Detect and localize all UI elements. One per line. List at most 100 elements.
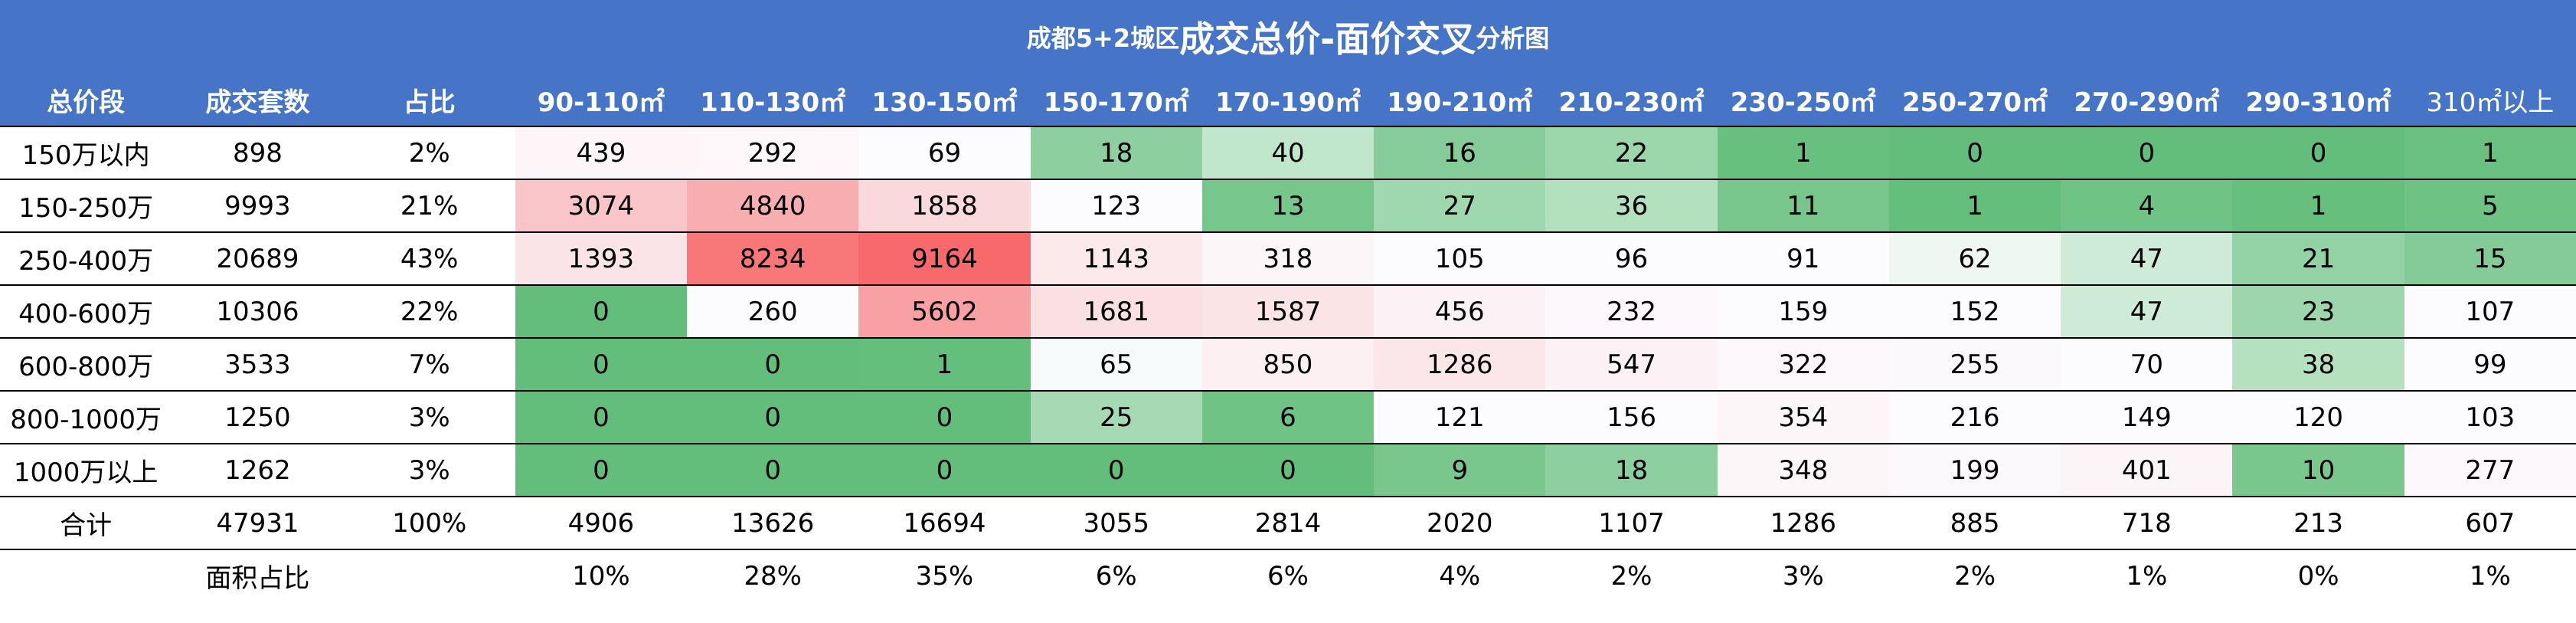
ratio-cell: 2% [1954, 560, 1996, 592]
summary-cell: 3533 [224, 349, 291, 380]
summary-cell: 898 [232, 137, 283, 169]
column-header: 290-310㎡ [2232, 74, 2404, 126]
heat-cell: 96 [1545, 232, 1718, 285]
ratio-cell: 28% [744, 560, 802, 592]
title-bar: 成都5+2城区 成交总价-面价交叉 分析图 [0, 0, 2576, 74]
total-cell: 885 [1950, 507, 2000, 539]
heat-cell: 0 [2232, 126, 2404, 179]
column-header: 150-170㎡ [1030, 74, 1202, 126]
total-cell: 1286 [1770, 507, 1837, 539]
heat-cell: 105 [1374, 232, 1546, 285]
heat-cell: 91 [1717, 232, 1889, 285]
heat-cell: 1 [1717, 126, 1889, 179]
heat-cell: 152 [1888, 285, 2061, 338]
heat-cell: 255 [1888, 338, 2061, 391]
total-cell: 718 [2121, 507, 2172, 539]
heat-cell: 0 [687, 391, 859, 444]
title-main: 成交总价-面价交叉 [1179, 18, 1476, 60]
ratio-cell: 1% [2126, 560, 2168, 592]
heat-cell: 0 [687, 338, 859, 391]
heat-cell: 1393 [515, 232, 688, 285]
heat-cell: 25 [1030, 391, 1202, 444]
heat-cell: 1 [2232, 179, 2404, 232]
total-label: 合计 [60, 510, 113, 541]
heat-cell: 5602 [858, 285, 1031, 338]
heat-cell: 1286 [1374, 338, 1546, 391]
row-rule [0, 126, 2576, 127]
column-header: 110-130㎡ [687, 74, 859, 126]
total-cell: 1107 [1598, 507, 1665, 539]
heat-cell: 0 [515, 285, 688, 338]
row-label: 1000万以上 [13, 457, 159, 488]
heat-cell: 348 [1717, 444, 1889, 497]
heat-cell: 121 [1374, 391, 1546, 444]
heat-cell: 69 [858, 126, 1031, 179]
heat-cell: 62 [1888, 232, 2061, 285]
summary-cell: 2% [408, 137, 450, 169]
row-rule [0, 390, 2576, 392]
heat-cell: 40 [1201, 126, 1375, 179]
total-cell: 100% [392, 507, 467, 539]
total-cell: 607 [2465, 507, 2516, 539]
row-label: 600-800万 [18, 352, 154, 382]
summary-cell: 22% [400, 296, 459, 327]
heat-cell: 149 [2061, 391, 2233, 444]
heat-cell: 4840 [687, 179, 859, 232]
column-header: 成交套数 [172, 74, 344, 126]
column-header: 270-290㎡ [2061, 74, 2233, 126]
column-header: 310㎡以上 [2404, 74, 2576, 126]
total-cell: 47931 [216, 507, 299, 539]
heat-cell: 277 [2404, 444, 2576, 497]
heat-cell: 18 [1030, 126, 1202, 179]
heat-cell: 156 [1545, 391, 1718, 444]
heat-cell: 13 [1201, 179, 1375, 232]
heat-cell: 1 [1888, 179, 2061, 232]
heat-cell: 70 [2061, 338, 2233, 391]
heat-cell: 0 [515, 444, 688, 497]
heat-cell: 0 [1030, 444, 1202, 497]
heat-cell: 3074 [515, 179, 688, 232]
total-cell: 3055 [1083, 507, 1149, 539]
heat-cell: 123 [1030, 179, 1202, 232]
summary-cell: 43% [400, 243, 459, 274]
ratio-label: 面积占比 [205, 563, 310, 594]
heat-cell: 322 [1717, 338, 1889, 391]
row-label: 150万以内 [21, 140, 150, 171]
title-suffix: 分析图 [1476, 24, 1550, 53]
heat-cell: 0 [515, 391, 688, 444]
total-cell: 213 [2293, 507, 2344, 539]
heat-cell: 38 [2232, 338, 2404, 391]
summary-cell: 3% [408, 402, 450, 433]
total-cell: 2814 [1254, 507, 1322, 539]
total-cell: 4906 [567, 507, 635, 539]
heat-cell: 547 [1545, 338, 1718, 391]
column-header: 130-150㎡ [858, 74, 1031, 126]
column-header: 占比 [343, 74, 515, 126]
heat-cell: 0 [2061, 126, 2233, 179]
summary-cell: 3% [408, 454, 450, 486]
summary-cell: 10306 [216, 296, 299, 327]
heat-cell: 354 [1717, 391, 1889, 444]
row-rule [0, 443, 2576, 444]
heat-cell: 8234 [687, 232, 859, 285]
row-rule [0, 496, 2576, 497]
row-label: 800-1000万 [10, 405, 162, 435]
heat-cell: 1681 [1030, 285, 1202, 338]
heat-cell: 9 [1374, 444, 1546, 497]
ratio-cell: 6% [1267, 560, 1309, 592]
summary-cell: 20689 [216, 243, 299, 274]
row-label: 250-400万 [18, 246, 154, 277]
heat-cell: 0 [515, 338, 688, 391]
summary-cell: 9993 [224, 190, 291, 221]
column-header: 170-190㎡ [1201, 74, 1375, 126]
heat-cell: 23 [2232, 285, 2404, 338]
ratio-cell: 1% [2469, 560, 2511, 592]
heat-cell: 216 [1888, 391, 2061, 444]
heat-cell: 22 [1545, 126, 1718, 179]
heat-cell: 1143 [1030, 232, 1202, 285]
heat-cell: 47 [2061, 285, 2233, 338]
total-cell: 13626 [731, 507, 815, 539]
heat-cell: 107 [2404, 285, 2576, 338]
heat-cell: 0 [1888, 126, 2061, 179]
